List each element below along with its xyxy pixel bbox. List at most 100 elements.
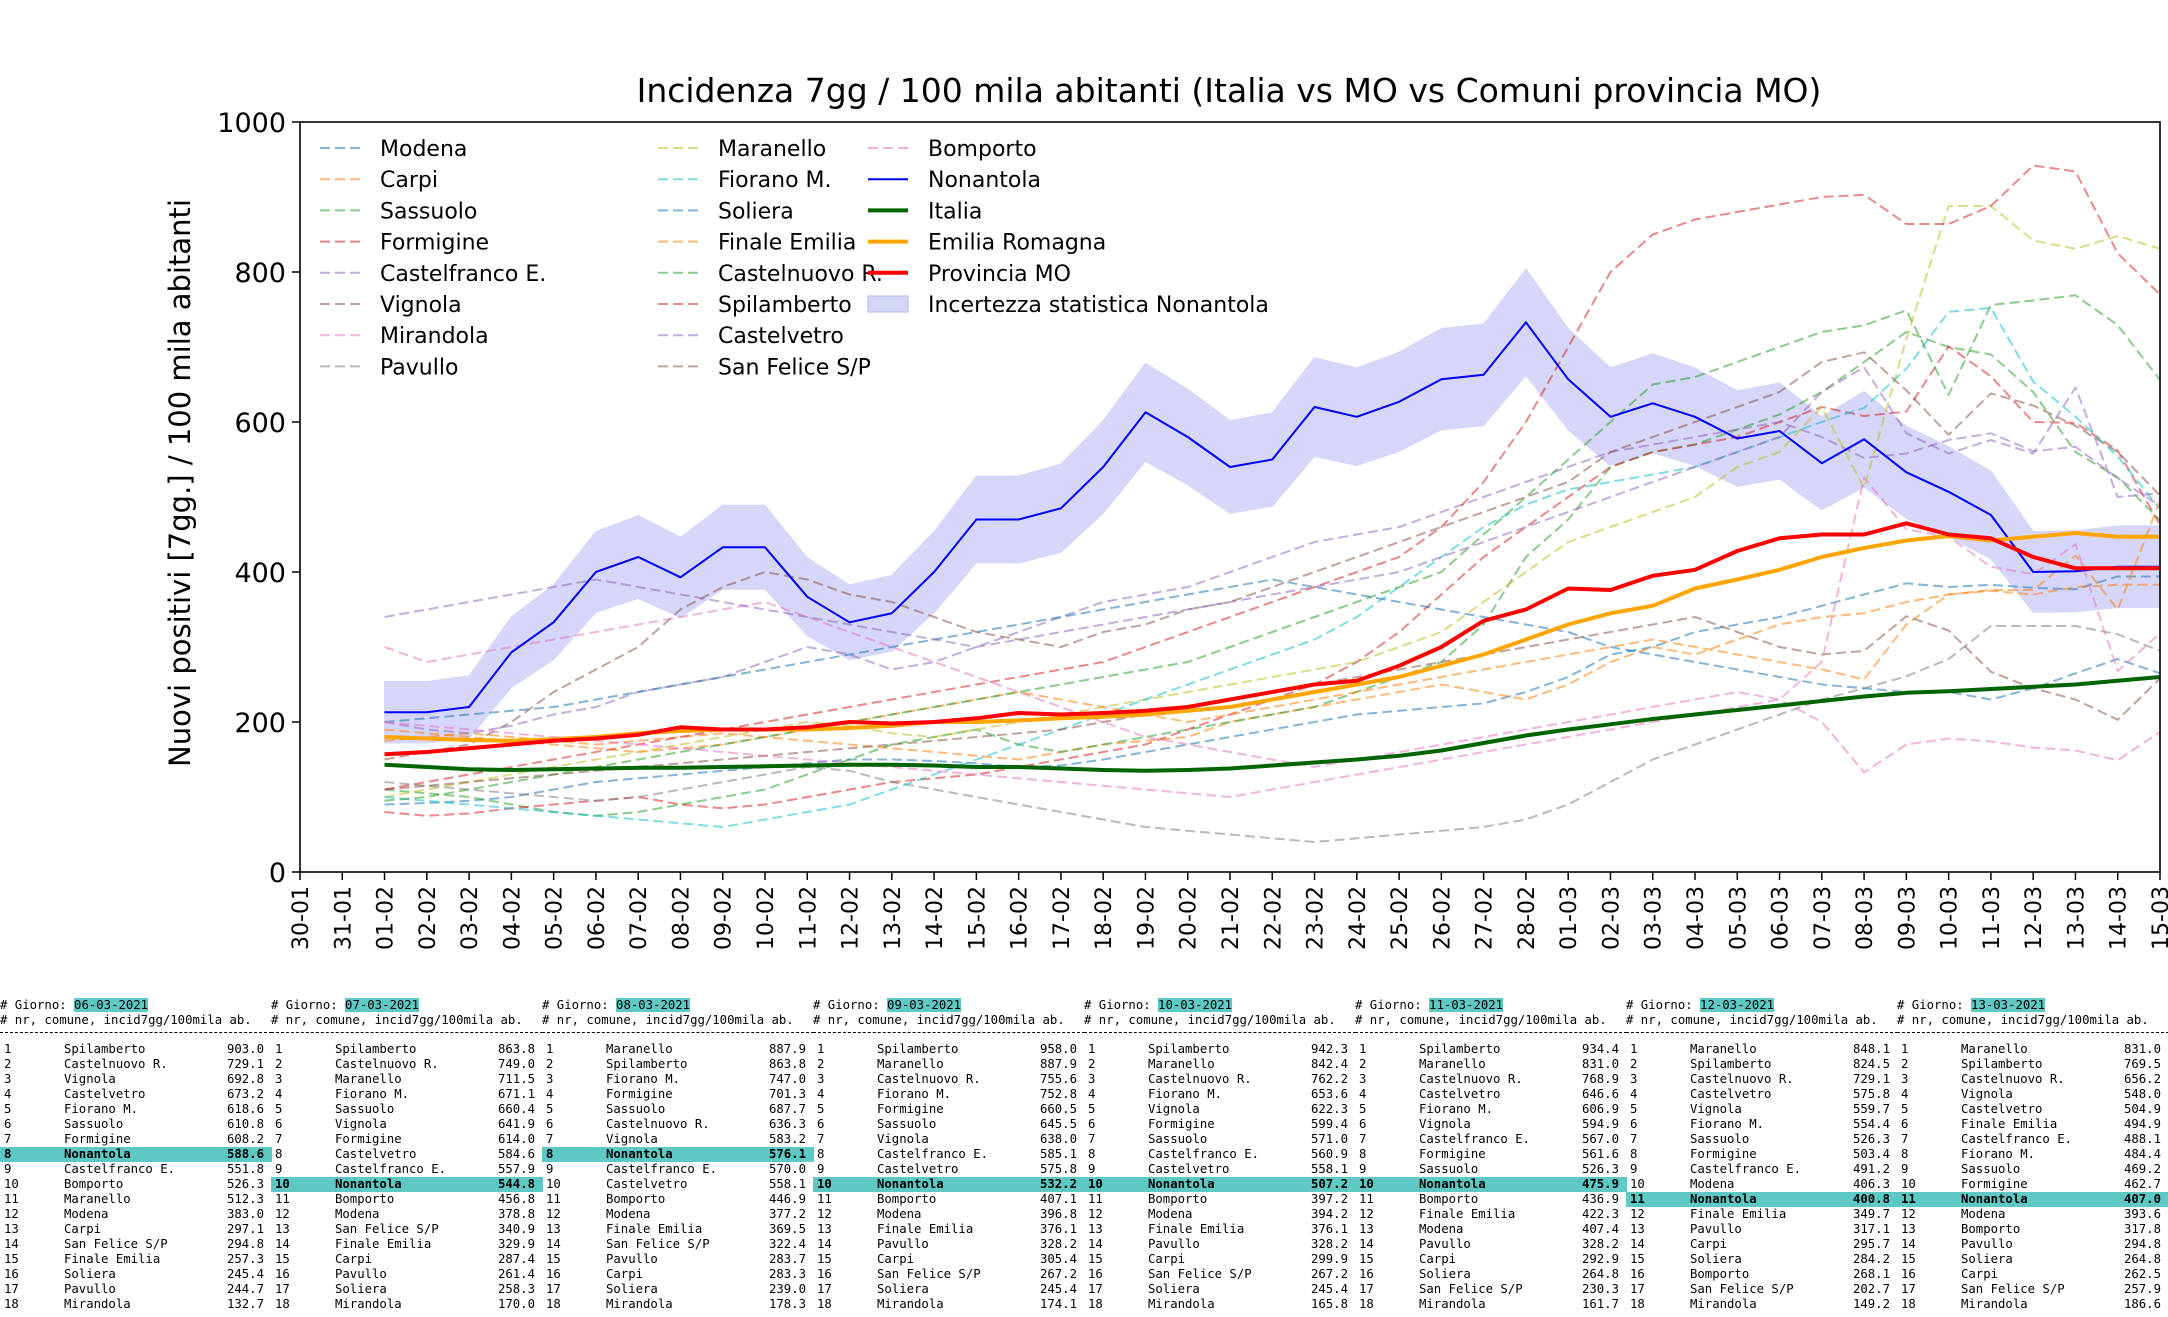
ranking-row: 9 Castelvetro 575.8 <box>813 1162 1085 1177</box>
ranking-row: 15 Carpi 305.4 <box>813 1252 1085 1267</box>
ranking-separator <box>0 1032 272 1039</box>
ranking-rank: 15 <box>817 1252 832 1266</box>
ranking-row: 4 Castelvetro 575.8 <box>1626 1087 1898 1102</box>
ranking-comune: Vignola <box>1148 1102 1200 1116</box>
ranking-column-header: # nr, comune, incid7gg/100mila ab. <box>1355 1013 1607 1027</box>
ranking-incidence: 378.8 <box>497 1207 535 1221</box>
ranking-row: 18 Mirandola 174.1 <box>813 1297 1085 1312</box>
ranking-comune: Modena <box>1961 1207 2006 1221</box>
ranking-table-07-03-2021: # Giorno: 07-03-2021 # nr, comune, incid7… <box>271 998 543 1312</box>
ranking-comune: Castelfranco E. <box>1961 1132 2073 1146</box>
ranking-comune: Formigine <box>1148 1117 1215 1131</box>
ranking-comune: Carpi <box>64 1222 102 1236</box>
ranking-incidence: 762.2 <box>1310 1072 1348 1086</box>
ranking-comune: Mirandola <box>1148 1297 1215 1311</box>
ranking-comune: Carpi <box>1419 1252 1457 1266</box>
ranking-comune: Castelfranco E. <box>64 1162 176 1176</box>
ranking-rank: 9 <box>1359 1162 1367 1176</box>
legend-entry-label: Maranello <box>718 137 826 162</box>
series-line-emilia-romagna <box>384 531 2160 743</box>
ranking-rank: 8 <box>4 1147 12 1161</box>
ranking-incidence: 258.3 <box>497 1282 535 1296</box>
ranking-comune: Castelvetro <box>606 1177 688 1191</box>
ranking-comune: Castelvetro <box>1419 1087 1501 1101</box>
ranking-rank: 11 <box>1359 1192 1374 1206</box>
ranking-row: 3 Castelnuovo R. 755.6 <box>813 1072 1085 1087</box>
ranking-comune: Bomporto <box>606 1192 666 1206</box>
ranking-comune: San Felice S/P <box>1419 1282 1523 1296</box>
x-tick-label: 03-02 <box>458 886 483 950</box>
ranking-rank: 18 <box>1630 1297 1645 1311</box>
ranking-row: 16 San Felice S/P 267.2 <box>1084 1267 1356 1282</box>
ranking-row: 16 Pavullo 261.4 <box>271 1267 543 1282</box>
ranking-comune: Pavullo <box>606 1252 658 1266</box>
ranking-incidence: 584.6 <box>497 1147 535 1161</box>
ranking-row: 13 Finale Emilia 376.1 <box>813 1222 1085 1237</box>
ranking-incidence: 178.3 <box>768 1297 806 1311</box>
ranking-row: 11 Nonantola 400.8 <box>1626 1192 1898 1207</box>
series-line-sassuolo <box>384 331 2161 817</box>
ranking-rank: 2 <box>4 1057 12 1071</box>
ranking-incidence: 456.8 <box>497 1192 535 1206</box>
ranking-row: 17 San Felice S/P 202.7 <box>1626 1282 1898 1297</box>
ranking-comune: Carpi <box>1961 1267 1999 1281</box>
ranking-rank: 1 <box>275 1042 283 1056</box>
ranking-rank: 12 <box>817 1207 832 1221</box>
ranking-row: 12 Modena 377.2 <box>542 1207 814 1222</box>
ranking-rank: 18 <box>546 1297 561 1311</box>
ranking-row: 10 Nonantola 532.2 <box>813 1177 1085 1192</box>
ranking-incidence: 328.2 <box>1310 1237 1348 1251</box>
y-tick-label: 600 <box>234 408 286 439</box>
ranking-row: 18 Mirandola 178.3 <box>542 1297 814 1312</box>
ranking-incidence: 261.4 <box>497 1267 535 1281</box>
ranking-row: 6 Fiorano M. 554.4 <box>1626 1117 1898 1132</box>
ranking-row: 8 Formigine 503.4 <box>1626 1147 1898 1162</box>
ranking-row: 9 Sassuolo 526.3 <box>1355 1162 1627 1177</box>
ranking-incidence: 863.8 <box>497 1042 535 1056</box>
ranking-date-header: # Giorno: 12-03-2021 <box>1626 998 1898 1013</box>
ranking-rank: 2 <box>546 1057 554 1071</box>
ranking-comune: Modena <box>1690 1177 1735 1191</box>
ranking-rank: 17 <box>1088 1282 1103 1296</box>
ranking-row: 17 Soliera 245.4 <box>1084 1282 1356 1297</box>
ranking-rank: 12 <box>1359 1207 1374 1221</box>
ranking-row: 17 Soliera 245.4 <box>813 1282 1085 1297</box>
ranking-row: 3 Castelnuovo R. 729.1 <box>1626 1072 1898 1087</box>
ranking-rank: 13 <box>1088 1222 1103 1236</box>
ranking-row: 6 Finale Emilia 494.9 <box>1897 1117 2168 1132</box>
ranking-incidence: 349.7 <box>1852 1207 1890 1221</box>
x-tick-label: 09-02 <box>712 886 737 950</box>
ranking-row: 1 Maranello 831.0 <box>1897 1042 2168 1057</box>
ranking-rank: 5 <box>4 1102 12 1116</box>
ranking-rank: 3 <box>1630 1072 1638 1086</box>
ranking-comune: San Felice S/P <box>877 1267 981 1281</box>
ranking-date-header: # Giorno: 11-03-2021 <box>1355 998 1627 1013</box>
ranking-comune: Nonantola <box>1148 1177 1215 1191</box>
ranking-comune: Mirandola <box>1419 1297 1486 1311</box>
ranking-comune: Castelfranco E. <box>606 1162 718 1176</box>
ranking-rank: 12 <box>546 1207 561 1221</box>
ranking-row: 13 Modena 407.4 <box>1355 1222 1627 1237</box>
ranking-date: 09-03-2021 <box>887 998 962 1012</box>
x-tick-label: 16-02 <box>1008 886 1033 950</box>
ranking-incidence: 588.6 <box>226 1147 264 1161</box>
ranking-row: 10 Nonantola 475.9 <box>1355 1177 1627 1192</box>
ranking-incidence: 230.3 <box>1581 1282 1619 1296</box>
ranking-rank: 2 <box>1359 1057 1367 1071</box>
ranking-comune: Vignola <box>1419 1117 1471 1131</box>
ranking-incidence: 503.4 <box>1852 1147 1890 1161</box>
ranking-rank: 18 <box>1359 1297 1374 1311</box>
ranking-date-label: # Giorno: <box>271 998 346 1012</box>
ranking-row: 9 Castelfranco E. 557.9 <box>271 1162 543 1177</box>
ranking-comune: Soliera <box>606 1282 658 1296</box>
ranking-row: 14 Pavullo 328.2 <box>1084 1237 1356 1252</box>
ranking-comune: Castelnuovo R. <box>877 1072 981 1086</box>
ranking-incidence: 887.9 <box>768 1042 806 1056</box>
ranking-row: 5 Sassuolo 660.4 <box>271 1102 543 1117</box>
ranking-comune: Castelvetro <box>1690 1087 1772 1101</box>
ranking-comune: Bomporto <box>1690 1267 1750 1281</box>
ranking-comune: Sassuolo <box>1690 1132 1750 1146</box>
ranking-incidence: 755.6 <box>1039 1072 1077 1086</box>
ranking-row: 17 San Felice S/P 230.3 <box>1355 1282 1627 1297</box>
ranking-row: 7 Vignola 638.0 <box>813 1132 1085 1147</box>
